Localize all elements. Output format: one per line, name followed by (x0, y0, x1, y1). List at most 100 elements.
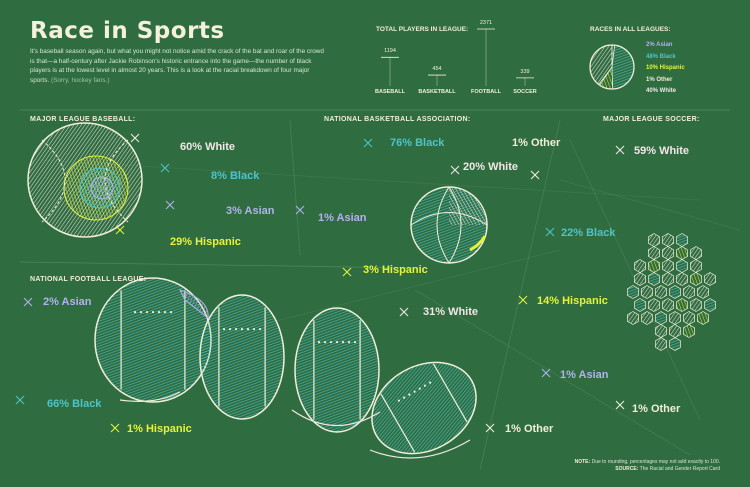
label-mark (23, 297, 33, 307)
label-national-hispanic: 3% Hispanic (363, 264, 428, 276)
label-major-other: 1% Other (632, 403, 681, 415)
soccer-hex-hispanic (648, 259, 660, 273)
soccer-hex-black (676, 259, 688, 273)
label-major-black: 22% Black (561, 227, 616, 239)
bar-value-soccer: 339 (520, 68, 530, 75)
label-major-black: 8% Black (211, 170, 260, 182)
soccer-hex-white (662, 272, 674, 286)
soccer-hex-hispanic (683, 324, 695, 338)
label-mark (615, 145, 625, 155)
soccer-hex-hispanic (690, 272, 702, 286)
legend-item-asian: 2% Asian (646, 42, 673, 48)
football-detail (119, 391, 181, 402)
soccer-hex-black (676, 233, 688, 247)
chalk-guide-line (414, 289, 691, 456)
bar-value-baseball: 1194 (384, 48, 396, 55)
soccer-hex-white (690, 259, 702, 273)
label-national-hispanic: 1% Hispanic (127, 423, 192, 435)
legend-item-white: 40% White (646, 88, 677, 94)
soccer-hex-white (690, 298, 702, 312)
bar-label-basketball: BASKETBALL (418, 89, 456, 95)
soccer-hex-white (662, 246, 674, 260)
football-black-3 (294, 307, 380, 433)
label-mark (485, 423, 495, 433)
intro-text: It's baseball season again, but what you… (30, 48, 324, 84)
chalk-guide-line (559, 179, 741, 231)
football-asian-area (179, 289, 209, 319)
soccer-hex-white (655, 285, 667, 299)
soccer-hex-white (676, 272, 688, 286)
soccer-hex-white (683, 311, 695, 325)
soccer-hex-white (697, 285, 709, 299)
chalk-guide-line (479, 119, 561, 471)
soccer-hex-white (648, 233, 660, 247)
soccer-hex-white (641, 285, 653, 299)
soccer-hex-white (641, 311, 653, 325)
label-mark (530, 170, 540, 180)
soccer-hex-white (648, 246, 660, 260)
soccer-hex-white (704, 272, 716, 286)
football-black-2 (199, 294, 285, 420)
chalk-guide-line (19, 261, 421, 269)
legend-item-black: 48% Black (646, 53, 676, 60)
baseball-asian-area (90, 176, 114, 200)
football-black-4 (371, 361, 477, 455)
football-detail (291, 409, 381, 427)
label-national-black: 66% Black (47, 398, 102, 410)
intro-aside: (Sorry, hockey fans.) (50, 76, 110, 84)
total-players-title: TOTAL PLAYERS IN LEAGUE: (376, 26, 469, 33)
label-national-other: 1% Other (512, 137, 561, 149)
label-mark (363, 138, 373, 148)
soccer-hex-black (669, 285, 681, 299)
basketball-hispanic-area (469, 235, 487, 252)
label-national-other: 1% Other (505, 423, 554, 435)
label-major-white: 60% White (180, 141, 236, 153)
legend-item-other: 1% Other (646, 76, 673, 83)
soccer-hex-white (655, 324, 667, 338)
label-mark (450, 165, 460, 175)
label-mark (160, 163, 170, 173)
soccer-hex-white (634, 272, 646, 286)
label-mark (615, 400, 625, 410)
label-mark (110, 423, 120, 433)
soccer-hex-white (627, 311, 639, 325)
label-mark (165, 200, 175, 210)
soccer-hex-white (669, 311, 681, 325)
chalk-guide-line (289, 119, 301, 256)
nfl-section-title: NATIONAL FOOTBALL LEAGUE: (30, 276, 147, 283)
soccer-hex-black (669, 337, 681, 351)
soccer-hex-black (704, 298, 716, 312)
chalk-guide-line (39, 159, 701, 201)
soccer-hex-white (648, 298, 660, 312)
soccer-hex-white (669, 324, 681, 338)
label-mark (130, 133, 140, 143)
soccer-hex-hispanic (697, 311, 709, 325)
all-leagues-title: RACES IN ALL LEAGUES: (590, 26, 671, 33)
label-national-asian: 1% Asian (318, 212, 367, 224)
label-mark (342, 267, 352, 277)
soccer-hex-white (655, 337, 667, 351)
bar-label-football: FOOTBALL (471, 89, 501, 95)
label-major-asian: 3% Asian (226, 205, 275, 217)
soccer-hex-white (690, 246, 702, 260)
label-national-white: 31% White (423, 306, 479, 318)
bar-label-baseball: BASEBALL (375, 89, 405, 95)
soccer-hex-white (683, 285, 695, 299)
all-leagues-pie (589, 44, 635, 90)
label-major-asian: 1% Asian (560, 369, 609, 381)
bar-label-soccer: SOCCER (513, 89, 537, 95)
footnote: NOTE: Due to rounding, percentages may n… (574, 459, 720, 472)
soccer-hex-hispanic (676, 298, 688, 312)
label-major-white: 59% White (634, 145, 690, 157)
legend-item-hispanic: 10% Hispanic (646, 65, 685, 71)
soccer-hex-black (627, 285, 639, 299)
basketball-white-area (449, 187, 487, 225)
label-national-white: 20% White (463, 161, 519, 173)
label-mark (518, 295, 528, 305)
label-mark (541, 368, 551, 378)
mlb-section-title: MAJOR LEAGUE BASEBALL: (30, 116, 136, 123)
soccer-hex-white (634, 259, 646, 273)
baseball-seam (41, 139, 66, 223)
label-mark (399, 307, 409, 317)
